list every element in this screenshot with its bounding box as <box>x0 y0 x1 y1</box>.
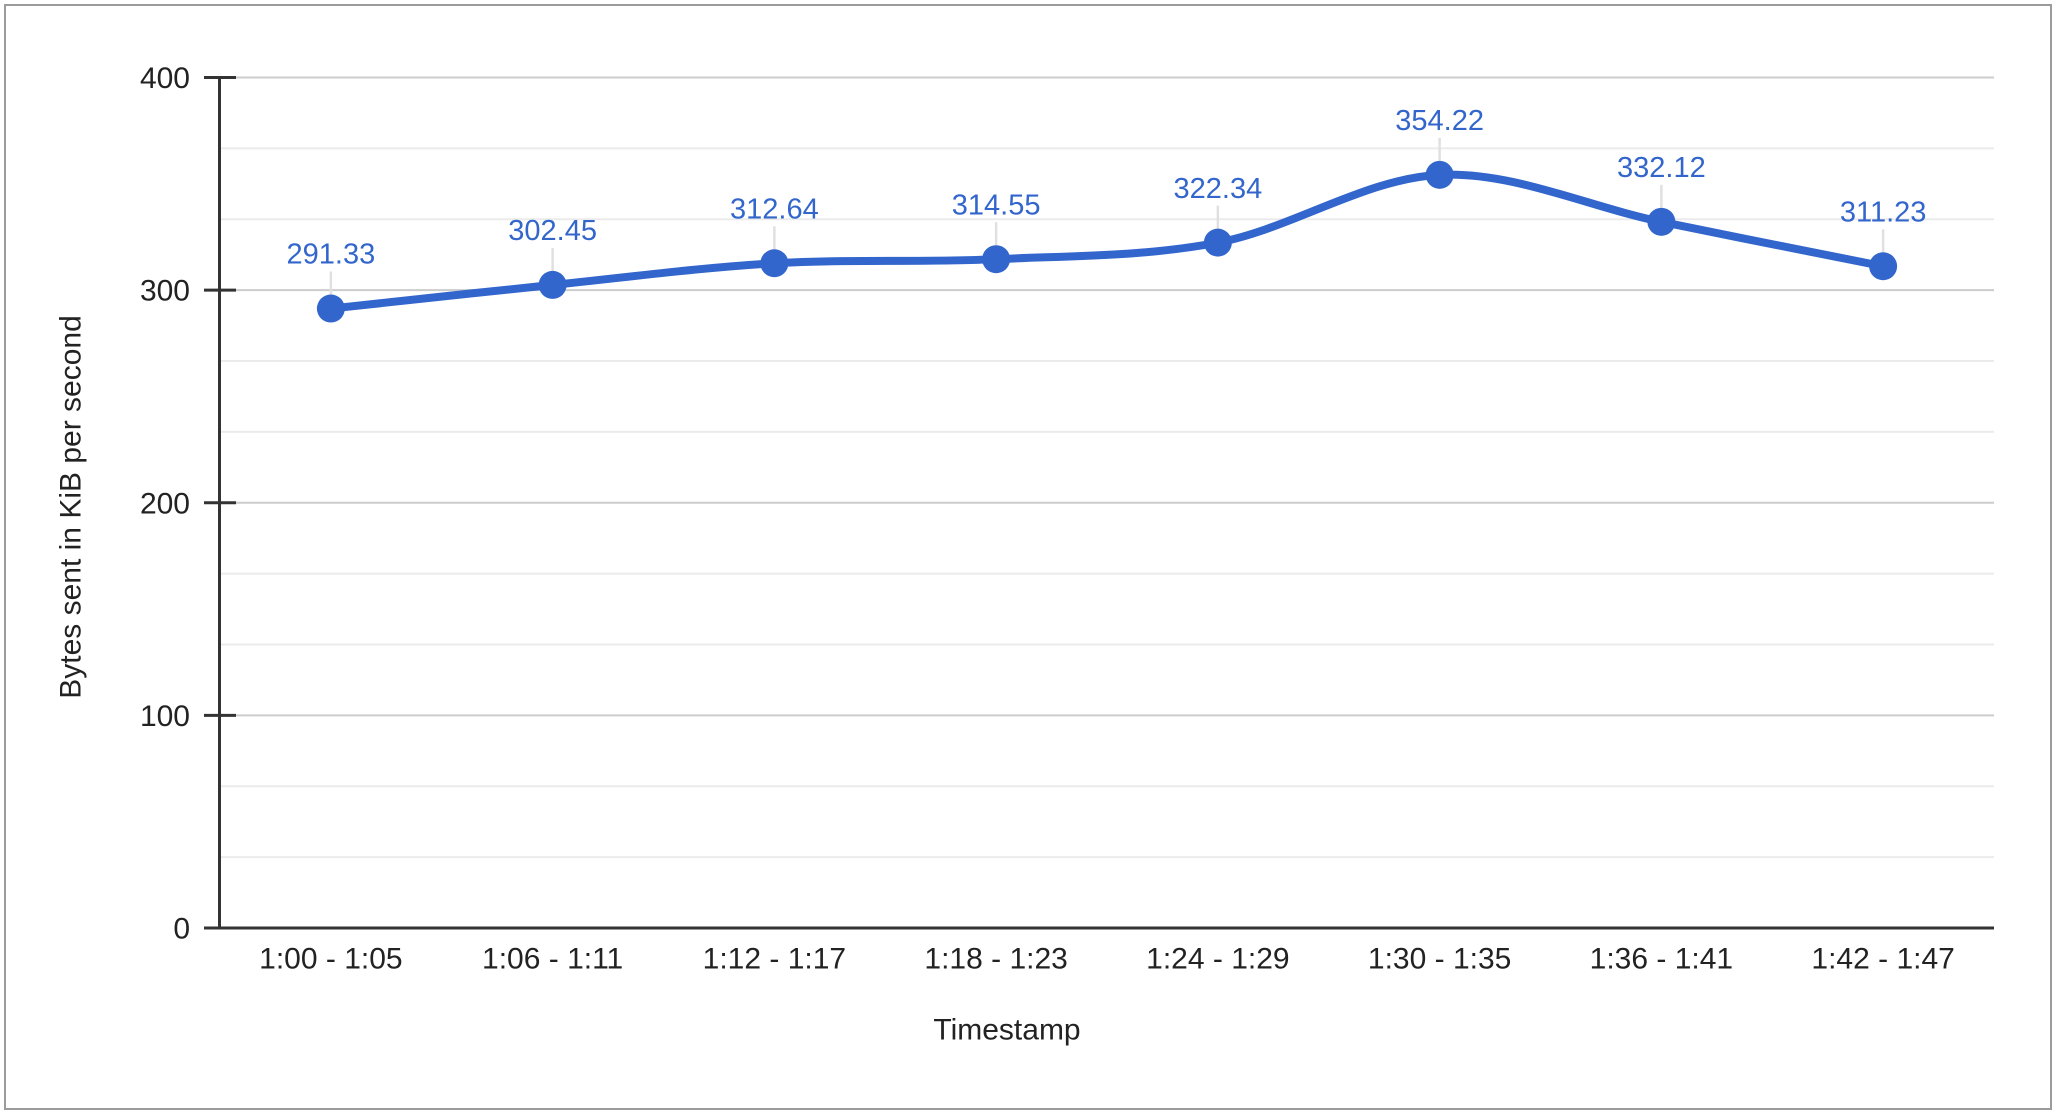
major-gridlines <box>220 76 1994 717</box>
chart-frame: 291.33 302.45 312.64 314.55 322.34 354.22 332.… <box>4 4 2052 1110</box>
y-tick-label: 300 <box>140 275 190 308</box>
x-tick-label: 1:18 - 1:23 <box>924 943 1067 976</box>
x-tick-label: 1:00 - 1:05 <box>259 943 402 976</box>
data-point-markers <box>316 160 1898 323</box>
data-point-marker[interactable] <box>1425 160 1454 189</box>
data-point-marker[interactable] <box>316 294 345 323</box>
data-point-label: 354.22 <box>1395 105 1484 137</box>
data-point-labels: 291.33 302.45 312.64 314.55 322.34 354.22 332.… <box>287 105 1927 271</box>
x-tick-label: 1:42 - 1:47 <box>1811 943 1954 976</box>
x-axis-title: Timestamp <box>933 1014 1080 1047</box>
tick-labels: 0 100 200 300 400 1:00 - 1:05 1:06 - 1:11 1:12 … <box>140 62 1955 976</box>
x-tick-label: 1:30 - 1:35 <box>1368 943 1511 976</box>
line-chart: 291.33 302.45 312.64 314.55 322.34 354.22 332.… <box>55 62 1994 1047</box>
x-tick-label: 1:12 - 1:17 <box>703 943 846 976</box>
data-point-marker[interactable] <box>1203 228 1232 257</box>
data-point-label: 332.12 <box>1617 152 1706 184</box>
data-point-marker[interactable] <box>1869 252 1898 281</box>
minor-gridlines <box>220 147 1994 859</box>
data-point-label: 314.55 <box>952 189 1041 221</box>
y-tick-label: 100 <box>140 700 190 733</box>
y-tick-label: 200 <box>140 487 190 520</box>
y-tick-label: 0 <box>173 913 190 946</box>
series-layer <box>326 170 1888 313</box>
data-point-marker[interactable] <box>982 245 1011 274</box>
data-point-label: 311.23 <box>1840 196 1927 228</box>
data-point-label: 291.33 <box>287 239 376 271</box>
x-tick-label: 1:06 - 1:11 <box>482 943 623 976</box>
x-tick-label: 1:24 - 1:29 <box>1146 943 1289 976</box>
data-point-label: 322.34 <box>1174 173 1263 205</box>
data-point-label: 302.45 <box>508 215 597 247</box>
axis-layer <box>204 76 1994 930</box>
series-line <box>326 170 1888 313</box>
data-point-marker[interactable] <box>1647 207 1676 236</box>
x-tick-label: 1:36 - 1:41 <box>1590 943 1733 976</box>
y-axis-title: Bytes sent in KiB per second <box>55 315 88 699</box>
data-point-label: 312.64 <box>730 193 819 225</box>
data-point-marker[interactable] <box>538 270 567 299</box>
y-tick-label: 400 <box>140 62 190 95</box>
data-point-marker[interactable] <box>760 249 789 278</box>
